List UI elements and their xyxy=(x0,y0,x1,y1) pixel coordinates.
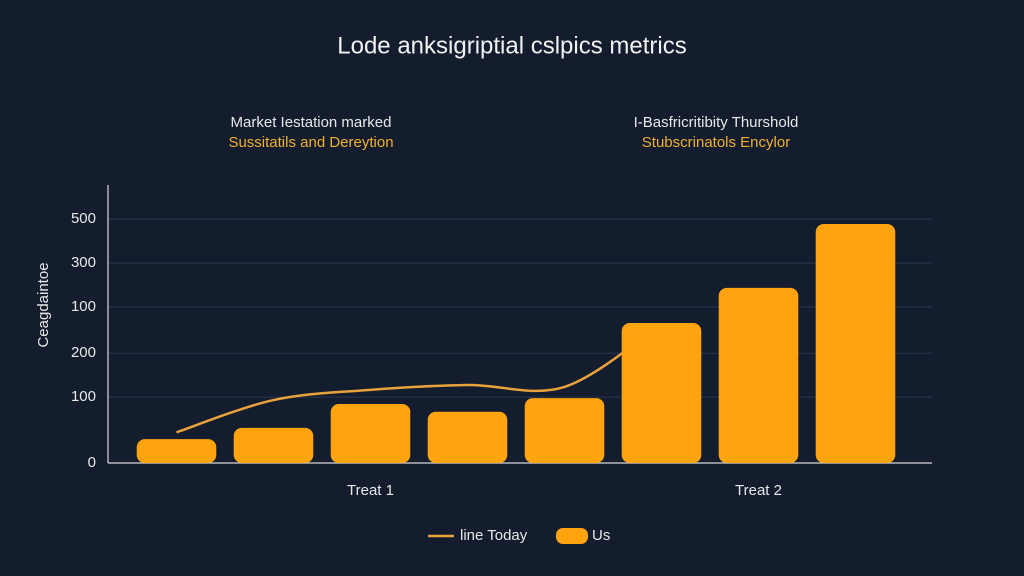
legend-label: Us xyxy=(592,527,610,544)
y-tick-label: 100 xyxy=(71,298,96,315)
bar xyxy=(233,427,314,463)
x-tick-label: Treat 2 xyxy=(735,482,782,499)
y-axis-label: Ceagdaintoe xyxy=(35,262,52,347)
bar xyxy=(815,224,896,463)
chart-title: Lode anksigriptial cslpics metrics xyxy=(337,32,686,59)
bar xyxy=(330,403,411,463)
legend-swatch xyxy=(556,528,588,544)
bar xyxy=(427,411,508,463)
bar xyxy=(524,398,605,463)
bar xyxy=(621,323,702,463)
y-tick-label: 300 xyxy=(71,254,96,271)
annotation: I-Basfricritibity Thurshold xyxy=(634,114,799,131)
legend-label: line Today xyxy=(460,527,528,544)
annotation-sub: Sussitatils and Dereytion xyxy=(228,134,393,151)
bar xyxy=(718,287,799,463)
y-tick-label: 0 xyxy=(88,454,96,471)
annotation: Market Iestation marked xyxy=(231,114,392,131)
y-tick-label: 500 xyxy=(71,210,96,227)
y-tick-label: 100 xyxy=(71,388,96,405)
line xyxy=(176,322,663,434)
x-tick-label: Treat 1 xyxy=(347,482,394,499)
bar xyxy=(136,439,217,463)
annotation-sub: Stubscrinatols Encylor xyxy=(642,134,790,151)
y-tick-label: 200 xyxy=(71,344,96,361)
